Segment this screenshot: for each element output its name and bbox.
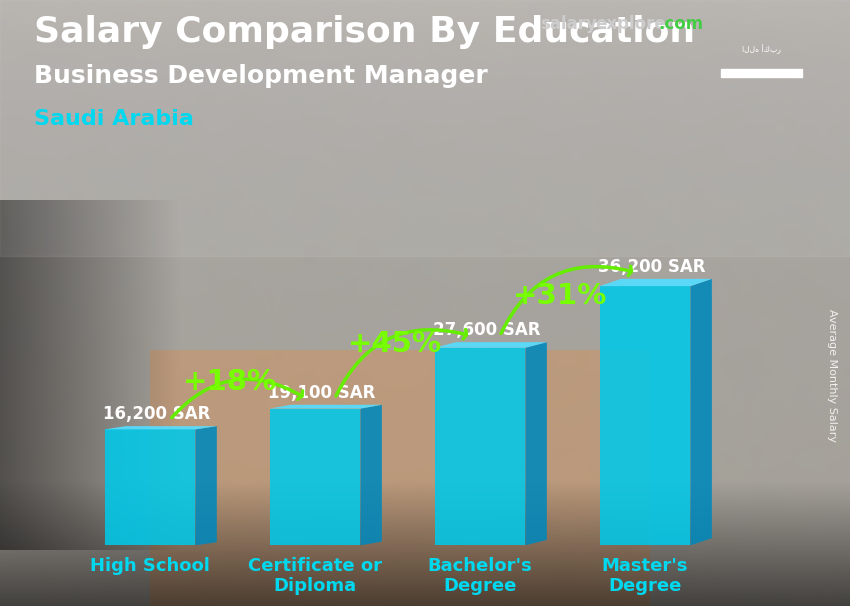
- Polygon shape: [434, 342, 547, 348]
- Text: 27,600 SAR: 27,600 SAR: [433, 321, 541, 339]
- Bar: [105, 430, 196, 545]
- Text: Average Monthly Salary: Average Monthly Salary: [827, 309, 837, 442]
- Polygon shape: [525, 342, 547, 545]
- Bar: [434, 348, 525, 545]
- Polygon shape: [105, 426, 217, 430]
- Polygon shape: [599, 279, 711, 286]
- Polygon shape: [360, 405, 382, 545]
- Bar: [269, 408, 360, 545]
- Text: 19,100 SAR: 19,100 SAR: [268, 384, 375, 402]
- Text: .com: .com: [658, 15, 703, 33]
- Polygon shape: [269, 405, 382, 408]
- Text: الله أكبر: الله أكبر: [742, 45, 781, 55]
- Bar: [599, 286, 690, 545]
- Text: +45%: +45%: [348, 330, 442, 358]
- Text: +31%: +31%: [513, 282, 607, 310]
- Polygon shape: [0, 0, 850, 256]
- Polygon shape: [196, 426, 217, 545]
- Text: +18%: +18%: [183, 367, 277, 396]
- Polygon shape: [690, 279, 711, 545]
- Text: explorer: explorer: [595, 15, 674, 33]
- Text: Business Development Manager: Business Development Manager: [34, 64, 488, 88]
- Bar: [721, 69, 802, 76]
- Text: salary: salary: [540, 15, 597, 33]
- Text: 36,200 SAR: 36,200 SAR: [598, 258, 706, 276]
- Text: 16,200 SAR: 16,200 SAR: [103, 405, 210, 423]
- Text: Salary Comparison By Education: Salary Comparison By Education: [34, 15, 695, 49]
- Text: Saudi Arabia: Saudi Arabia: [34, 109, 194, 129]
